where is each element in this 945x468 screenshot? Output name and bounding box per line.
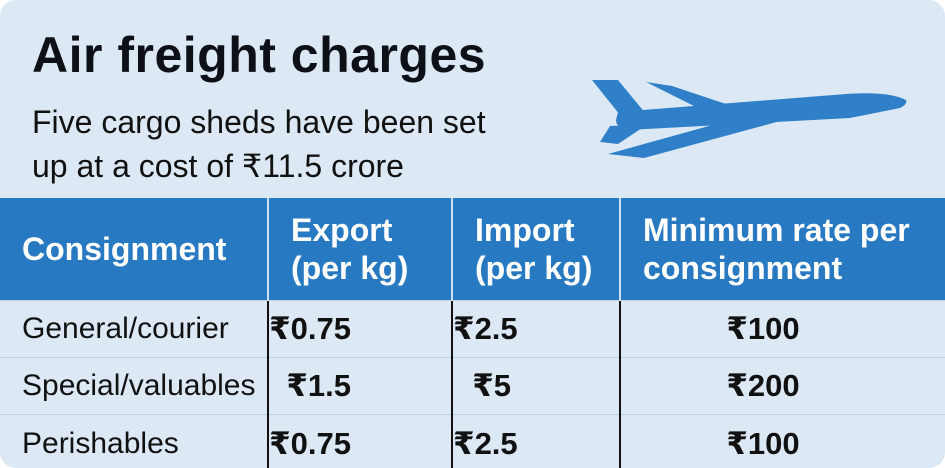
cell-consignment: Special/valuables — [0, 357, 268, 415]
airplane-icon — [592, 80, 907, 158]
table-row: Special/valuables ₹1.5 ₹5 ₹200 — [0, 357, 945, 415]
airplane-far-wing — [646, 82, 738, 112]
cell-import: ₹2.5 — [451, 300, 620, 358]
header-minimum-rate: Minimum rate per consignment — [619, 198, 945, 301]
header-import: Import (per kg) — [451, 198, 620, 301]
cell-minimum: ₹100 — [619, 414, 945, 468]
cell-import: ₹2.5 — [451, 414, 620, 468]
airplane-fuselage — [616, 93, 907, 130]
page-title: Air freight charges — [32, 27, 487, 83]
cell-export: ₹0.75 — [267, 300, 452, 358]
airplane-stabilizer — [600, 124, 648, 144]
cell-consignment: General/courier — [0, 300, 268, 358]
cell-export: ₹0.75 — [267, 414, 452, 468]
subtitle: Five cargo sheds have been set up at a c… — [32, 104, 486, 184]
airplane-tail-fin — [592, 80, 646, 120]
cell-export: ₹1.5 — [267, 357, 452, 415]
table-row: General/courier ₹0.75 ₹2.5 ₹100 — [0, 300, 945, 358]
cell-minimum: ₹100 — [619, 300, 945, 358]
cell-consignment: Perishables — [0, 414, 268, 468]
table-row: Perishables ₹0.75 ₹2.5 ₹100 — [0, 414, 945, 468]
table-header-row: Consignment Export (per kg) Import (per … — [0, 198, 945, 301]
airplane-near-wing — [608, 120, 784, 158]
cell-minimum: ₹200 — [619, 357, 945, 415]
header-export: Export (per kg) — [267, 198, 452, 301]
freight-charges-table: Consignment Export (per kg) Import (per … — [0, 198, 945, 468]
header-consignment: Consignment — [0, 198, 268, 301]
cell-import: ₹5 — [451, 357, 620, 415]
